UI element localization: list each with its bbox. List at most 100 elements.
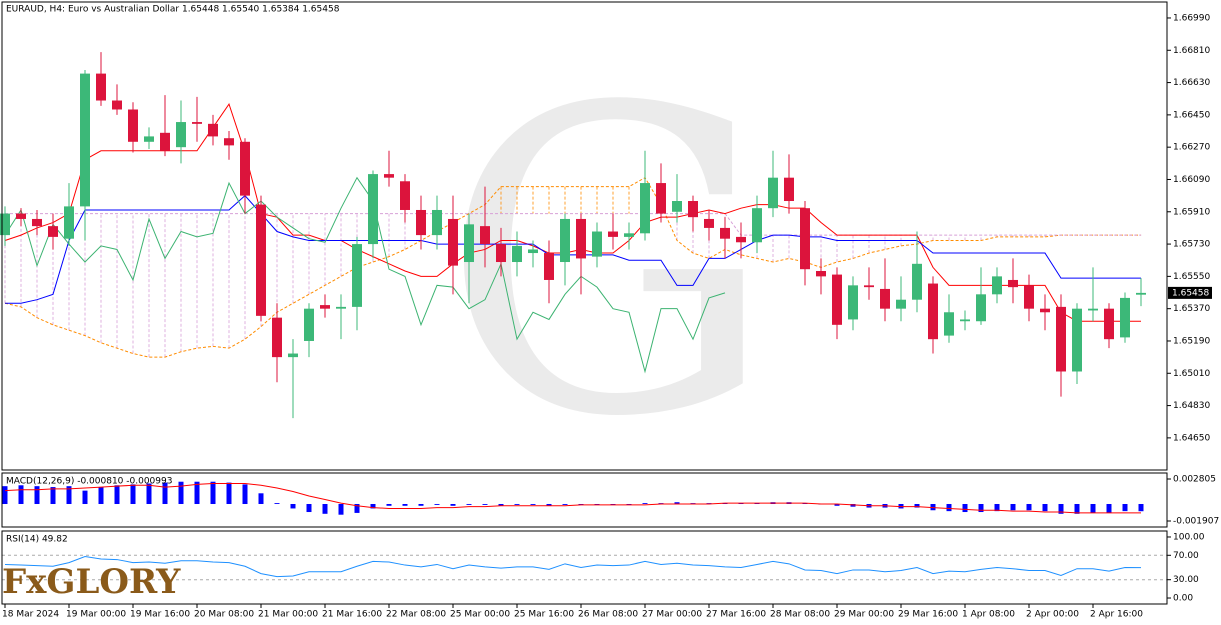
macd-bar	[130, 484, 136, 505]
macd-bar	[914, 504, 920, 508]
candle-body	[272, 317, 282, 358]
x-tick-label: 2 Apr 00:00	[1026, 610, 1079, 620]
macd-bar	[82, 490, 88, 505]
macd-bar	[514, 504, 520, 505]
candle-body	[528, 249, 538, 254]
indicator-line	[5, 194, 1141, 304]
macd-bar	[530, 504, 536, 505]
candle-body	[992, 276, 1002, 295]
indicator-line	[4, 176, 726, 374]
candle-body	[400, 181, 410, 210]
y-tick-label: 1.65550	[1173, 272, 1210, 282]
candle-body	[720, 227, 730, 239]
macd-bar	[1106, 504, 1112, 513]
macd-bar	[210, 481, 216, 505]
candle-body	[48, 226, 58, 237]
candle-body	[112, 100, 122, 110]
macd-bar	[242, 484, 248, 505]
chart-title: EURAUD, H4: Euro vs Australian Dollar 1.…	[6, 5, 340, 15]
candle-body	[976, 294, 986, 322]
macd-bar	[562, 504, 568, 505]
macd-bar	[226, 482, 232, 505]
candle-body	[880, 288, 890, 309]
macd-bar	[98, 487, 104, 505]
candle-body	[960, 319, 970, 322]
candle-body	[448, 218, 458, 266]
macd-bar	[66, 486, 72, 505]
candle-body	[864, 285, 874, 288]
macd-title: MACD(12,26,9) -0.000810 -0.000993	[6, 477, 172, 487]
main-panel-frame	[1, 1, 1168, 471]
macd-bar	[1138, 504, 1144, 512]
macd-bar	[450, 504, 456, 506]
x-tick-label: 1 Apr 08:00	[962, 610, 1015, 620]
macd-bar	[386, 504, 392, 506]
x-tick-label: 22 Mar 08:00	[386, 610, 446, 620]
candle-body	[1104, 308, 1114, 340]
candle-body	[128, 109, 138, 142]
y-tick-label: 1.66810	[1173, 46, 1210, 56]
candle-body	[848, 285, 858, 320]
candle-body	[1008, 279, 1018, 288]
x-tick-label: 27 Mar 00:00	[642, 610, 702, 620]
macd-bar	[34, 486, 40, 505]
macd-bar	[994, 504, 1000, 512]
macd-bar	[402, 504, 408, 506]
candle-body	[368, 174, 378, 245]
y-tick-label: 1.65730	[1173, 240, 1210, 250]
candle-body	[944, 312, 954, 336]
macd-bar	[674, 502, 680, 505]
candle-body	[192, 122, 202, 124]
candle-body	[576, 218, 586, 259]
macd-bar	[546, 504, 552, 506]
candle-body	[800, 208, 810, 270]
macd-signal	[4, 483, 1142, 514]
candle-body	[736, 236, 746, 243]
candle-body	[256, 204, 266, 316]
y-tick-label: 1.65190	[1173, 336, 1210, 346]
candle-body	[64, 206, 74, 239]
price-tag-label: 1.65458	[1172, 288, 1209, 298]
candle-body	[384, 174, 394, 178]
macd-bar	[1026, 504, 1032, 511]
x-tick-label: 26 Mar 08:00	[578, 610, 638, 620]
macd-bar	[354, 504, 360, 513]
macd-bar	[194, 481, 200, 505]
x-tick-label: 20 Mar 08:00	[194, 610, 254, 620]
x-tick-label: 27 Mar 16:00	[706, 610, 766, 620]
candle-body	[1072, 308, 1082, 372]
macd-bar	[178, 481, 184, 505]
candle-body	[0, 213, 10, 236]
plot-layer	[0, 52, 1167, 581]
y-tick-label: 1.66270	[1173, 143, 1210, 153]
candle-body	[672, 201, 682, 212]
x-tick-label: 25 Mar 16:00	[514, 610, 574, 620]
macd-bar	[146, 483, 152, 505]
candle-body	[1056, 306, 1066, 372]
candle-body	[544, 253, 554, 280]
candle-body	[928, 283, 938, 340]
candle-body	[560, 218, 570, 263]
macd-bar	[162, 482, 168, 505]
macd-bar	[466, 504, 472, 505]
y-tick-label: 1.65910	[1173, 207, 1210, 217]
x-tick-label: 25 Mar 00:00	[450, 610, 510, 620]
macd-bar	[962, 504, 968, 513]
candle-body	[304, 308, 314, 341]
candle-body	[1136, 292, 1146, 295]
candle-body	[96, 73, 106, 101]
macd-bar	[1074, 504, 1080, 514]
x-tick-label: 21 Mar 00:00	[258, 610, 318, 620]
candle-body	[464, 224, 474, 263]
candle-body	[480, 226, 490, 245]
candle-body	[416, 209, 426, 236]
macd-bar	[978, 504, 984, 513]
macd-bar	[338, 504, 344, 515]
macd-bar	[1090, 504, 1096, 513]
candle-body	[160, 132, 170, 151]
x-tick-label: 18 Mar 2024	[2, 610, 59, 620]
macd-panel-frame	[1, 472, 1168, 528]
x-tick-label: 28 Mar 08:00	[770, 610, 830, 620]
